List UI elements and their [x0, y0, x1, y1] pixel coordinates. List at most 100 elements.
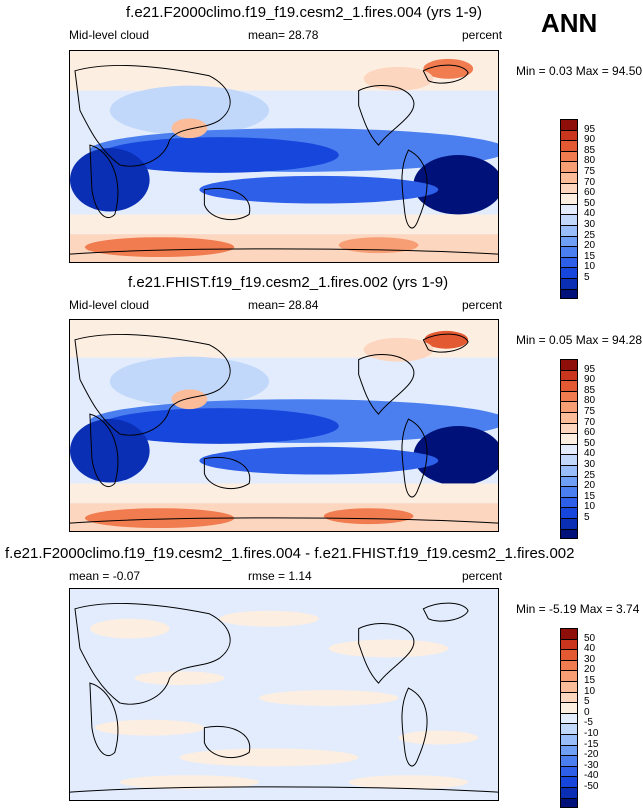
colorbar-swatch [560, 401, 578, 412]
colorbar-swatch [560, 267, 578, 278]
panel1-map [69, 50, 499, 263]
colorbar-tick-label: 10 [584, 685, 596, 697]
panel2-colorbar [560, 359, 578, 540]
panel1-units: percent [462, 28, 503, 42]
colorbar-swatch [560, 443, 578, 455]
colorbar-swatch [560, 496, 578, 508]
panel1-mean: mean= 28.78 [248, 28, 319, 42]
colorbar-swatch [560, 454, 578, 465]
colorbar-swatch [560, 765, 578, 777]
panel1-colorbar [560, 119, 578, 300]
colorbar-swatch [560, 733, 578, 745]
colorbar-swatch [560, 464, 578, 476]
colorbar-tick-label: 40 [584, 208, 596, 220]
colorbar-tick-label: 20 [584, 480, 596, 492]
colorbar-tick-label: 50 [584, 437, 596, 449]
colorbar-swatch [560, 433, 578, 444]
panel2-map [69, 319, 499, 532]
panel3-map [69, 588, 499, 801]
colorbar-tick-label: -50 [584, 781, 599, 792]
panel2-mean: mean= 28.84 [248, 298, 319, 312]
colorbar-tick-label: -40 [584, 770, 599, 782]
panel2-variable: Mid-level cloud [69, 298, 150, 312]
colorbar-tick-label: 5 [584, 512, 590, 523]
colorbar-swatch [560, 702, 578, 713]
colorbar-tick-label: 30 [584, 653, 596, 665]
colorbar-swatch [560, 638, 578, 650]
colorbar-tick-label: 0 [584, 706, 590, 718]
colorbar-tick-label: 95 [584, 363, 596, 375]
colorbar-swatch [560, 755, 578, 766]
colorbar-swatch [560, 359, 578, 370]
panel3-map-field [70, 589, 498, 800]
colorbar-swatch [560, 628, 578, 639]
colorbar-tick-label: -30 [584, 759, 599, 771]
colorbar-tick-label: -10 [584, 728, 599, 739]
panel2-title: f.e21.FHIST.f19_f19.cesm2_1.fires.002 (y… [128, 274, 449, 291]
colorbar-swatch [560, 380, 578, 391]
panel3-units: percent [462, 569, 503, 583]
colorbar-swatch [560, 670, 578, 681]
colorbar-swatch [560, 193, 578, 204]
colorbar-tick-label: 50 [584, 197, 596, 209]
colorbar-tick-label: 25 [584, 229, 596, 241]
colorbar-tick-label: 75 [584, 166, 596, 177]
panel2-minmax: Min = 0.05 Max = 94.28 [516, 333, 643, 347]
panel3-title: f.e21.F2000climo.f19_f19.cesm2_1.fires.0… [5, 545, 575, 562]
colorbar-swatch [560, 203, 578, 215]
colorbar-swatch [560, 182, 578, 194]
colorbar-swatch [560, 528, 578, 540]
colorbar-tick-label: -20 [584, 749, 599, 761]
colorbar-swatch [560, 288, 578, 300]
colorbar-tick-label: 40 [584, 448, 596, 460]
colorbar-swatch [560, 235, 578, 247]
colorbar-tick-label: -15 [584, 738, 599, 750]
colorbar-tick-label: 10 [584, 261, 596, 273]
colorbar-tick-label: 75 [584, 406, 596, 417]
colorbar-swatch [560, 776, 578, 787]
colorbar-tick-label: 60 [584, 427, 596, 439]
colorbar-tick-label: 60 [584, 187, 596, 199]
colorbar-swatch [560, 507, 578, 518]
panel3-colorbar [560, 628, 578, 809]
colorbar-swatch [560, 649, 578, 660]
colorbar-tick-label: 95 [584, 123, 596, 135]
colorbar-tick-label: 30 [584, 219, 596, 230]
panel1-minmax: Min = 0.03 Max = 94.50 [516, 64, 643, 78]
colorbar-swatch [560, 119, 578, 130]
colorbar-swatch [560, 486, 578, 497]
colorbar-swatch [560, 390, 578, 402]
colorbar-tick-label: -5 [584, 717, 593, 729]
colorbar-swatch [560, 150, 578, 162]
colorbar-tick-label: 40 [584, 643, 596, 655]
colorbar-swatch [560, 680, 578, 692]
panel2-map-field [70, 320, 498, 531]
colorbar-swatch [560, 161, 578, 172]
panel1-title: f.e21.F2000climo.f19_f19.cesm2_1.fires.0… [126, 4, 483, 21]
colorbar-swatch [560, 723, 578, 734]
colorbar-swatch [560, 129, 578, 141]
colorbar-tick-label: 85 [584, 384, 596, 396]
colorbar-tick-label: 20 [584, 240, 596, 252]
panel1-variable: Mid-level cloud [69, 28, 150, 42]
colorbar-swatch [560, 786, 578, 798]
panel3-mean: mean = -0.07 [69, 569, 141, 583]
season-label: ANN [541, 8, 598, 38]
colorbar-swatch [560, 246, 578, 257]
colorbar-swatch [560, 256, 578, 268]
colorbar-tick-label: 20 [584, 664, 596, 676]
colorbar-swatch [560, 224, 578, 236]
colorbar-tick-label: 10 [584, 501, 596, 513]
colorbar-swatch [560, 712, 578, 724]
colorbar-tick-label: 90 [584, 374, 596, 386]
colorbar-swatch [560, 411, 578, 423]
colorbar-tick-label: 70 [584, 176, 596, 188]
colorbar-tick-label: 5 [584, 696, 590, 708]
colorbar-tick-label: 25 [584, 469, 596, 481]
colorbar-tick-label: 90 [584, 134, 596, 146]
colorbar-swatch [560, 214, 578, 225]
colorbar-swatch [560, 171, 578, 183]
colorbar-swatch [560, 369, 578, 381]
colorbar-tick-label: 5 [584, 272, 590, 283]
colorbar-swatch [560, 659, 578, 671]
